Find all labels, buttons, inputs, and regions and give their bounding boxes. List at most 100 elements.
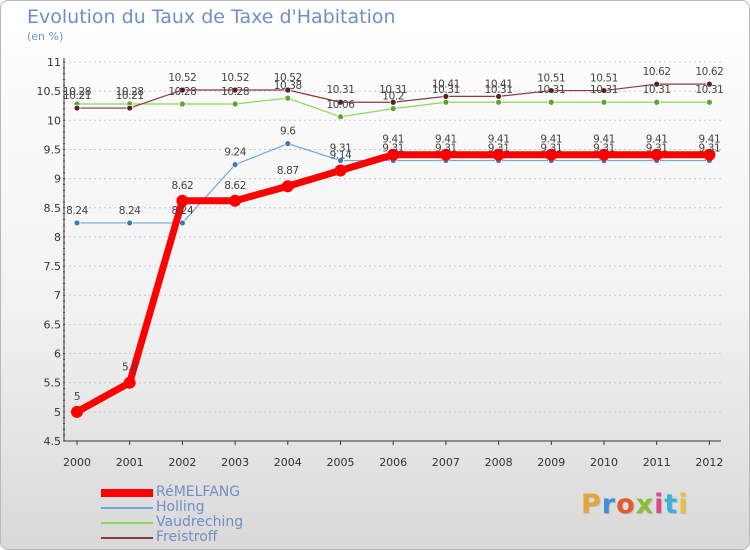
data-point	[126, 219, 134, 227]
data-label: 10.41	[432, 78, 460, 90]
data-point	[387, 148, 400, 161]
y-tick-label: 8	[54, 231, 61, 244]
data-point	[600, 87, 608, 94]
data-label: 10.31	[695, 84, 723, 96]
data-label: 10.51	[590, 73, 618, 85]
x-tick-label: 2008	[485, 456, 513, 469]
data-point	[176, 194, 189, 207]
data-point	[495, 98, 503, 106]
data-label: 9.14	[330, 149, 352, 161]
data-point	[495, 93, 503, 100]
x-tick-label: 2010	[590, 456, 618, 469]
y-tick-label: 5	[54, 406, 61, 419]
y-tick-label: 5.5	[44, 377, 62, 390]
data-point	[703, 148, 716, 161]
legend-swatch	[101, 522, 153, 524]
data-point	[126, 104, 134, 112]
data-label: 9.31	[382, 143, 404, 155]
legend-item: Vaudreching	[101, 514, 301, 530]
data-point	[653, 80, 661, 88]
data-point	[600, 98, 608, 106]
data-label: 10.28	[116, 86, 144, 98]
legend-label: Holling	[156, 499, 205, 515]
y-tick-label: 10.5	[37, 85, 62, 98]
data-point	[229, 194, 242, 207]
data-point	[284, 140, 292, 148]
data-label: 10.28	[63, 86, 91, 98]
data-label: 8.87	[277, 165, 299, 177]
x-tick-label: 2011	[643, 456, 671, 469]
x-tick-label: 2012	[695, 456, 723, 469]
data-point	[650, 148, 663, 161]
y-tick-label: 7	[54, 289, 61, 302]
data-label: 8.62	[172, 180, 194, 192]
data-label: 9.31	[593, 143, 615, 155]
data-point	[706, 98, 713, 106]
data-label: 9.41	[699, 134, 721, 146]
data-label: 9.24	[224, 147, 246, 159]
data-point	[73, 219, 81, 227]
data-label: 10.28	[221, 86, 249, 98]
x-tick-label: 2005	[327, 456, 355, 469]
data-point	[231, 100, 239, 108]
data-label: 9.41	[488, 134, 510, 146]
legend-swatch	[101, 507, 153, 509]
data-point	[337, 157, 344, 164]
data-label: 9.31	[435, 143, 457, 155]
data-label: 10.21	[116, 90, 144, 102]
data-label: 8.24	[172, 205, 194, 217]
data-point	[547, 87, 555, 94]
data-point	[334, 164, 347, 177]
data-point	[545, 148, 558, 161]
data-label: 9.41	[540, 134, 562, 146]
x-tick-label: 2004	[274, 456, 302, 469]
data-point	[337, 113, 344, 121]
data-point	[71, 405, 83, 418]
data-point	[231, 161, 239, 169]
data-label: 9.6	[280, 126, 296, 138]
data-label: 10.31	[537, 84, 565, 96]
data-point	[178, 100, 186, 108]
chart-subtitle: (en %)	[27, 30, 64, 43]
y-tick-label: 6	[54, 348, 61, 361]
data-label: 5	[74, 391, 80, 403]
data-label: 9.41	[593, 134, 615, 146]
data-label: 9.31	[330, 143, 352, 155]
data-point	[231, 86, 239, 94]
data-label: 9.31	[488, 143, 510, 155]
legend-label: Vaudreching	[156, 514, 244, 530]
data-label: 10.31	[590, 84, 618, 96]
data-label: 8.24	[66, 205, 88, 217]
y-tick-label: 10	[47, 114, 61, 127]
x-tick-label: 2007	[432, 456, 460, 469]
data-label: 10.62	[643, 66, 671, 78]
x-tick-label: 2001	[116, 456, 144, 469]
data-label: 10.31	[432, 84, 460, 96]
data-label: 10.51	[537, 73, 565, 85]
data-point	[178, 86, 186, 94]
data-label: 9.31	[699, 143, 721, 155]
proxiti-logo: Proxiti	[581, 489, 689, 520]
y-tick-label: 4.5	[44, 435, 62, 448]
data-label: 10.38	[274, 80, 302, 92]
data-label: 10.31	[379, 84, 407, 96]
legend-swatch	[101, 489, 153, 497]
y-tick-label: 8.5	[44, 202, 62, 215]
data-point	[442, 93, 450, 100]
data-label: 10.62	[695, 66, 723, 78]
y-tick-label: 6.5	[44, 318, 62, 331]
data-label: 10.52	[274, 72, 302, 84]
data-label: 10.31	[643, 84, 671, 96]
x-tick-label: 2002	[168, 456, 196, 469]
data-point	[73, 104, 81, 112]
data-point	[389, 98, 397, 106]
data-label: 10.52	[221, 72, 249, 84]
data-label: 10.41	[485, 78, 513, 90]
data-label: 10.2	[382, 91, 404, 103]
x-tick-label: 2000	[63, 456, 91, 469]
legend-swatch	[101, 537, 153, 539]
x-tick-label: 2009	[537, 456, 565, 469]
legend-label: Freistroff	[156, 529, 218, 545]
